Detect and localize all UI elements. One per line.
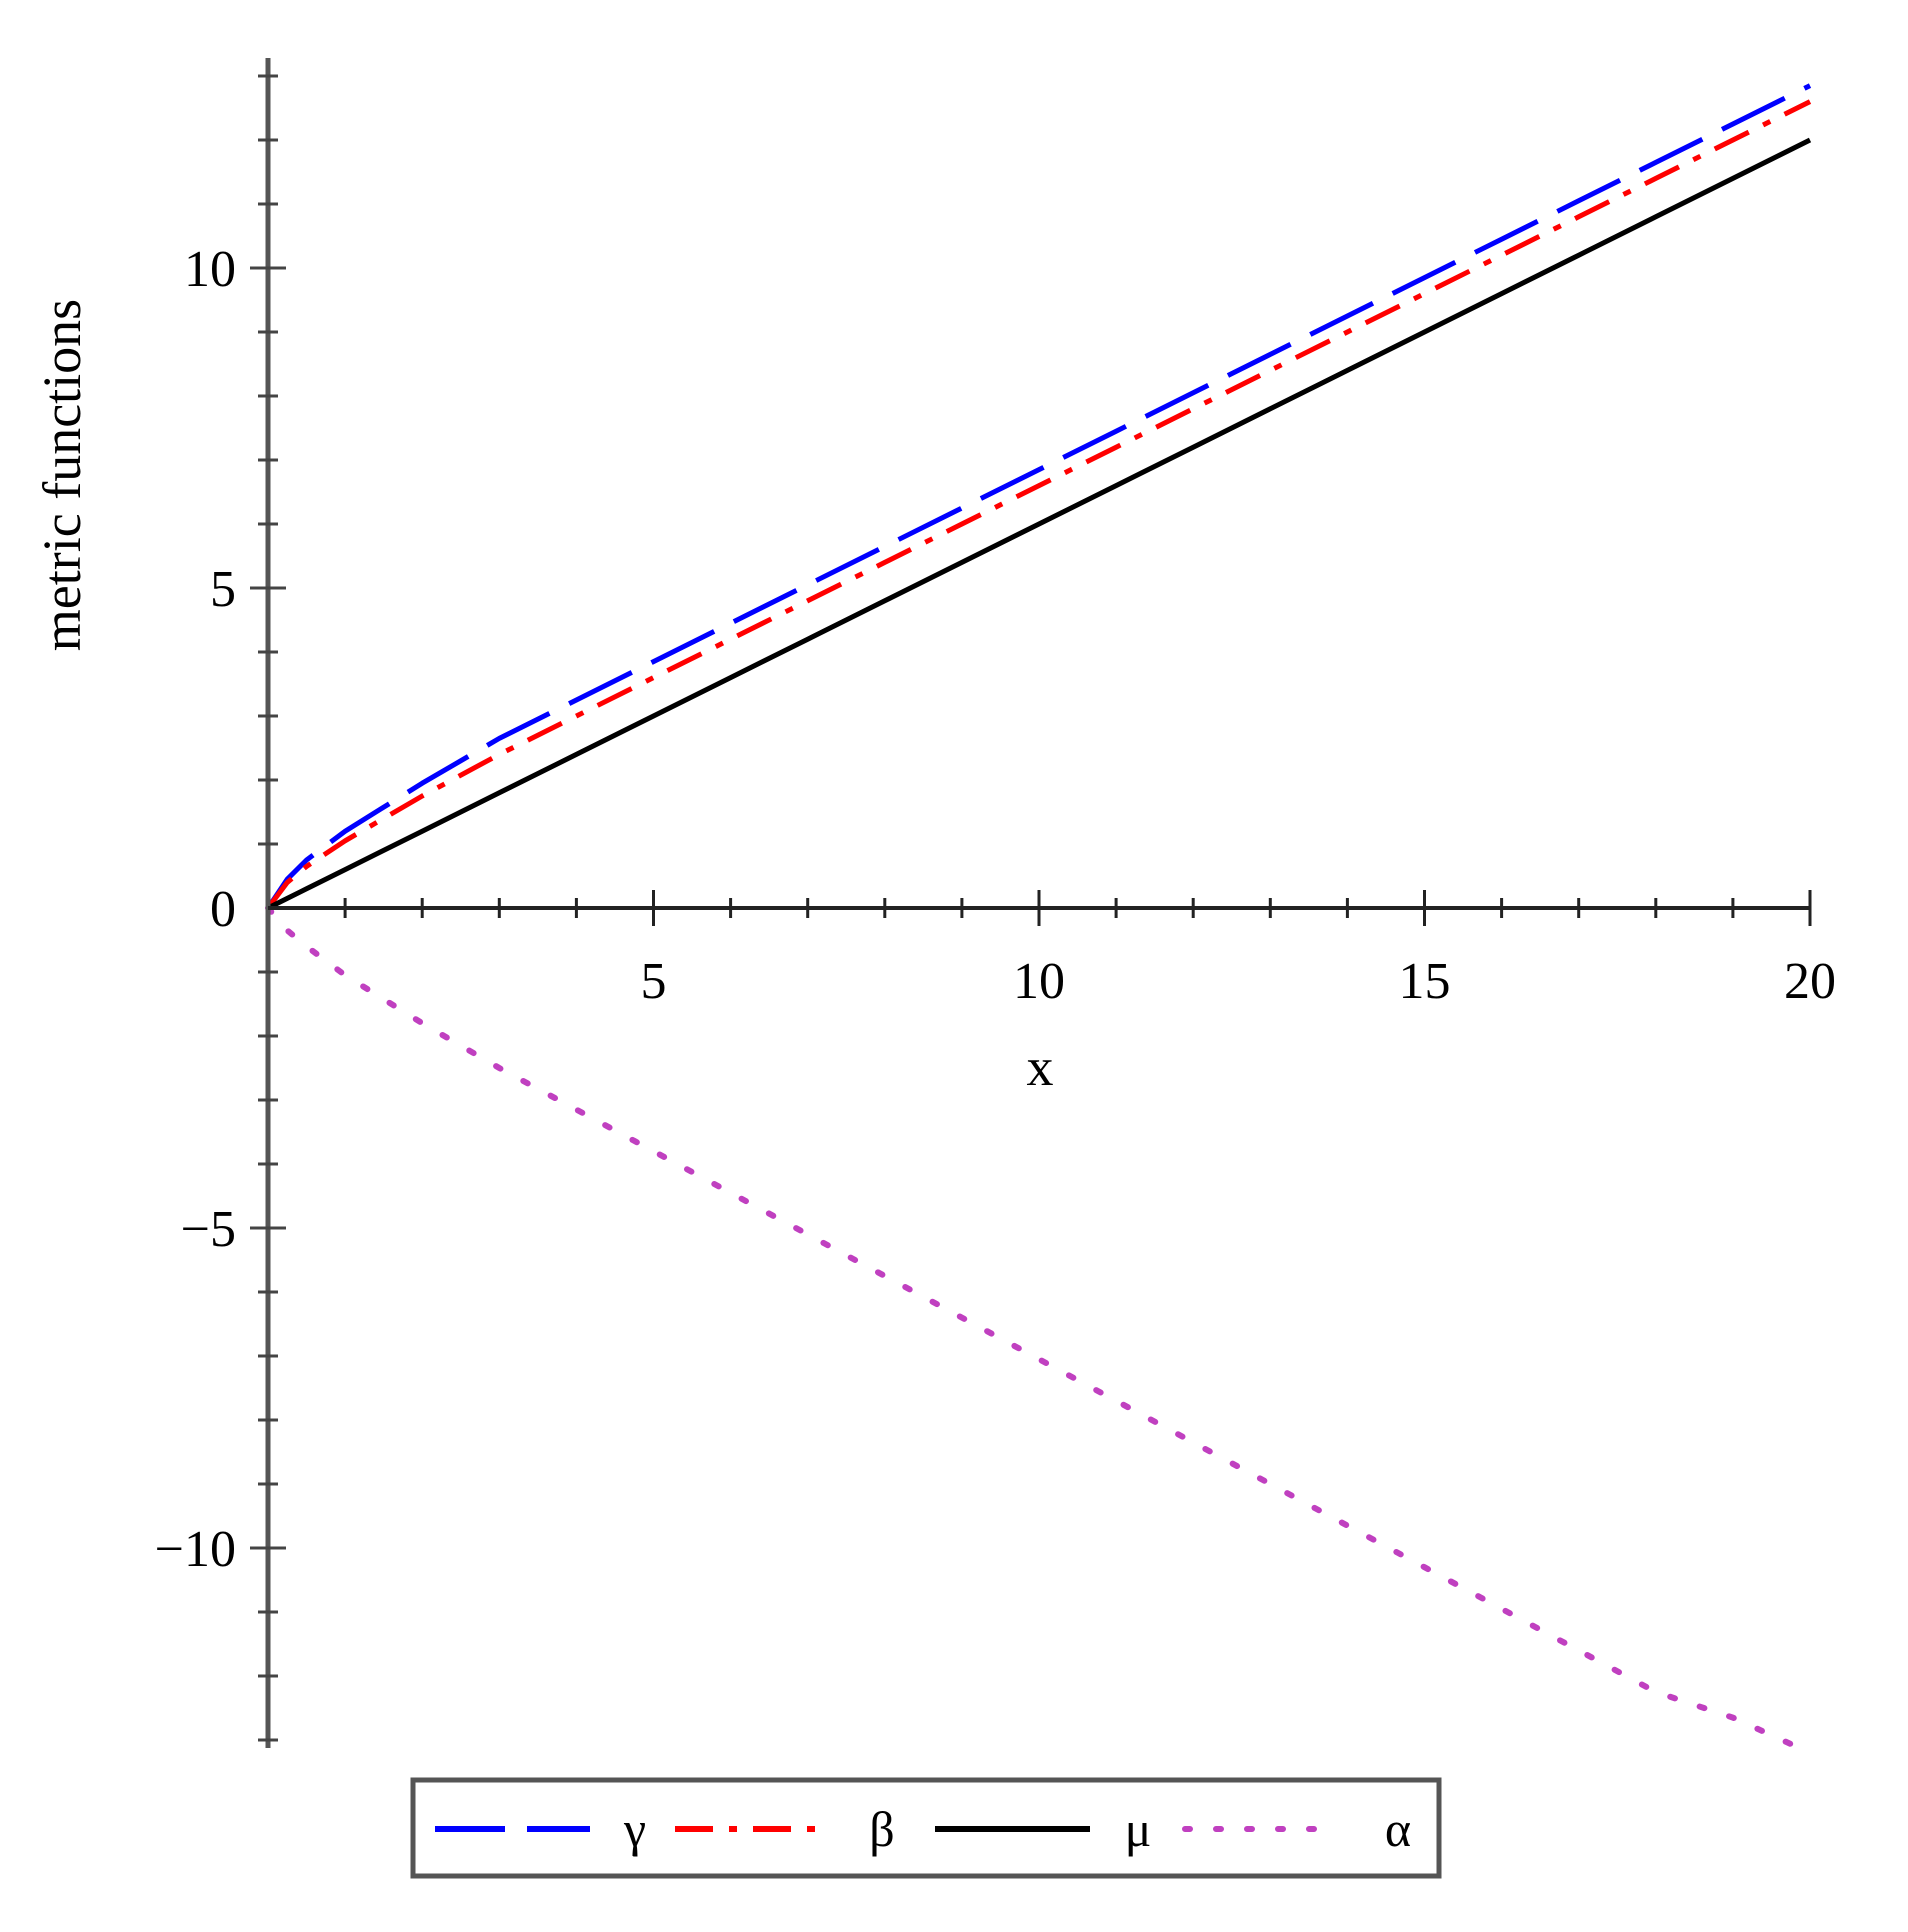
y-tick-label: 10 — [184, 241, 236, 298]
y-tick-label: −10 — [155, 1521, 236, 1578]
series-lines — [265, 83, 1813, 1756]
legend-label-2: μ — [1125, 1801, 1152, 1857]
series-line-2 — [266, 137, 1812, 911]
legend-label-1: β — [869, 1801, 894, 1857]
x-tick-label: 15 — [1399, 953, 1451, 1010]
x-tick-label: 20 — [1784, 953, 1836, 1010]
y-axis-title: metric functions — [32, 299, 92, 651]
x-axis-title: x — [1027, 1037, 1054, 1097]
x-tick-label: 5 — [641, 953, 667, 1010]
series-line-1 — [266, 99, 1812, 910]
series-line-0 — [265, 83, 1812, 910]
x-tick-label: 10 — [1013, 953, 1065, 1010]
y-tick-label: 0 — [210, 881, 236, 938]
axes: 5 10 15 20 −10 −5 0 5 10 — [155, 58, 1836, 1748]
legend-label-3: α — [1385, 1801, 1411, 1857]
legend-label-0: γ — [623, 1801, 646, 1857]
y-tick-label: 5 — [210, 561, 236, 618]
y-tick-label: −5 — [181, 1201, 236, 1258]
series-line-3 — [265, 905, 1813, 1756]
